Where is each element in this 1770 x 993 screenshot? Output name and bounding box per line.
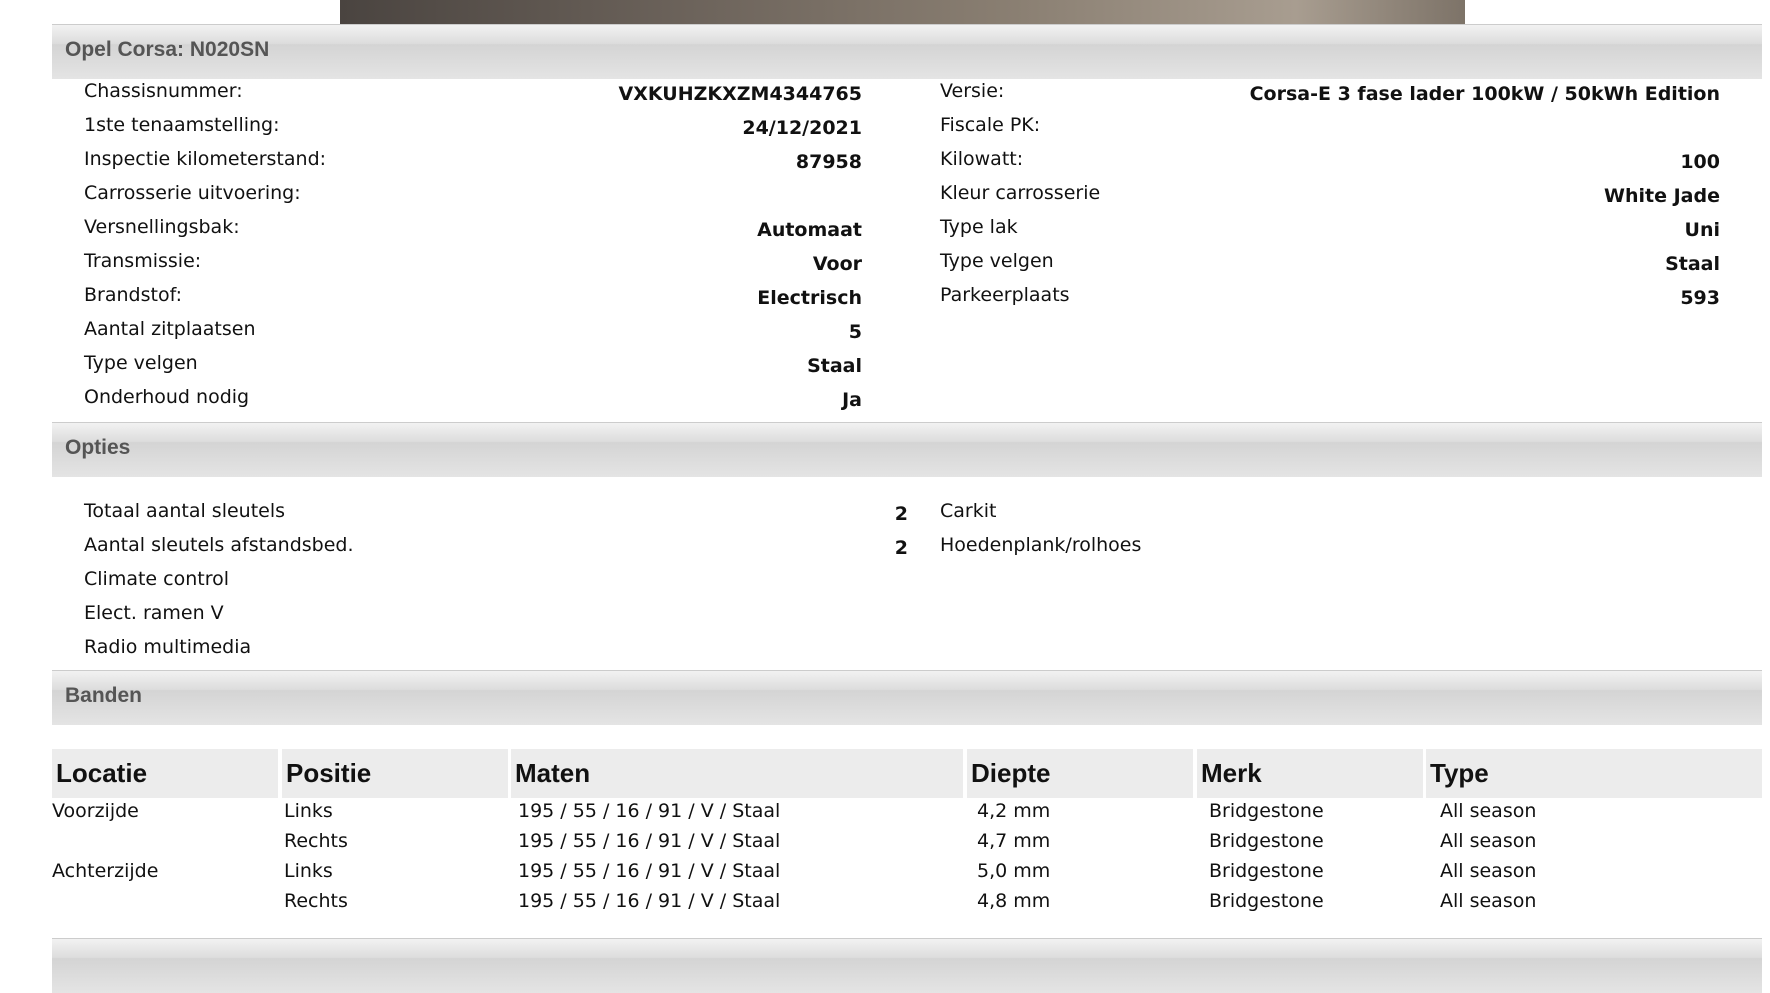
detail-label: Type velgen <box>84 352 198 374</box>
detail-value: VXKUHZKXZM4344765 <box>618 83 862 105</box>
column-header-diepte: Diepte <box>967 749 1193 798</box>
detail-value: 87958 <box>795 151 862 173</box>
option-label: Hoedenplank/rolhoes <box>940 534 1142 556</box>
detail-label: Type lak <box>940 216 1018 238</box>
table-cell: Bridgestone <box>1209 860 1324 882</box>
next-section-header <box>52 938 1762 993</box>
column-header-locatie: Locatie <box>52 749 278 798</box>
option-label: Radio multimedia <box>84 636 252 658</box>
table-cell: All season <box>1440 800 1537 822</box>
options-section-header: Opties <box>52 422 1762 477</box>
table-cell: Voorzijde <box>52 800 139 822</box>
table-cell: 4,8 mm <box>977 890 1051 912</box>
detail-label: Type velgen <box>940 250 1054 272</box>
table-cell: 4,7 mm <box>977 830 1051 852</box>
detail-value: 24/12/2021 <box>742 117 862 139</box>
table-cell: Rechts <box>284 830 348 852</box>
detail-label: Parkeerplaats <box>940 284 1070 306</box>
detail-label: Fiscale PK: <box>940 114 1041 136</box>
detail-value: 100 <box>1680 151 1720 173</box>
tires-title: Banden <box>65 684 143 707</box>
detail-value: Staal <box>807 355 862 377</box>
table-cell: Bridgestone <box>1209 890 1324 912</box>
detail-label: Onderhoud nodig <box>84 386 250 408</box>
detail-label: Chassisnummer: <box>84 80 243 102</box>
table-cell: All season <box>1440 860 1537 882</box>
detail-label: 1ste tenaamstelling: <box>84 114 280 136</box>
detail-value: Electrisch <box>757 287 862 309</box>
detail-label: Kleur carrosserie <box>940 182 1101 204</box>
vehicle-photo <box>340 0 1465 25</box>
table-cell: All season <box>1440 830 1537 852</box>
detail-label: Inspectie kilometerstand: <box>84 148 327 170</box>
detail-label: Aantal zitplaatsen <box>84 318 256 340</box>
table-cell: 195 / 55 / 16 / 91 / V / Staal <box>518 860 781 882</box>
option-value: 2 <box>894 537 908 559</box>
table-cell: 195 / 55 / 16 / 91 / V / Staal <box>518 800 781 822</box>
detail-value: 593 <box>1680 287 1720 309</box>
detail-value: White Jade <box>1604 185 1720 207</box>
vehicle-section-header: Opel Corsa: N020SN <box>52 24 1762 79</box>
detail-value: Voor <box>812 253 862 275</box>
column-header-positie: Positie <box>282 749 508 798</box>
table-cell: 5,0 mm <box>977 860 1051 882</box>
options-title: Opties <box>65 436 131 459</box>
detail-label: Versie: <box>940 80 1005 102</box>
table-cell: Rechts <box>284 890 348 912</box>
vehicle-title: Opel Corsa: N020SN <box>65 38 270 61</box>
option-value: 2 <box>894 503 908 525</box>
table-cell: 4,2 mm <box>977 800 1051 822</box>
table-cell: 195 / 55 / 16 / 91 / V / Staal <box>518 830 781 852</box>
detail-label: Kilowatt: <box>940 148 1024 170</box>
table-cell: Bridgestone <box>1209 800 1324 822</box>
column-header-merk: Merk <box>1197 749 1423 798</box>
table-cell: All season <box>1440 890 1537 912</box>
detail-label: Carrosserie uitvoering: <box>84 182 301 204</box>
detail-label: Transmissie: <box>84 250 202 272</box>
detail-value: Staal <box>1665 253 1720 275</box>
table-cell: Achterzijde <box>52 860 159 882</box>
table-cell: 195 / 55 / 16 / 91 / V / Staal <box>518 890 781 912</box>
option-label: Totaal aantal sleutels <box>84 500 286 522</box>
detail-value: Corsa-E 3 fase lader 100kW / 50kWh Editi… <box>1249 83 1720 105</box>
detail-label: Versnellingsbak: <box>84 216 240 238</box>
detail-value: 5 <box>848 321 862 343</box>
table-cell: Bridgestone <box>1209 830 1324 852</box>
option-label: Elect. ramen V <box>84 602 224 624</box>
detail-label: Brandstof: <box>84 284 182 306</box>
table-cell: Links <box>284 860 333 882</box>
column-header-type: Type <box>1426 749 1762 798</box>
column-header-maten: Maten <box>511 749 963 798</box>
detail-value: Uni <box>1684 219 1720 241</box>
detail-value: Automaat <box>757 219 862 241</box>
option-label: Carkit <box>940 500 997 522</box>
table-cell: Links <box>284 800 333 822</box>
option-label: Aantal sleutels afstandsbed. <box>84 534 354 556</box>
detail-value: Ja <box>842 389 862 411</box>
option-label: Climate control <box>84 568 230 590</box>
tires-section-header: Banden <box>52 670 1762 725</box>
